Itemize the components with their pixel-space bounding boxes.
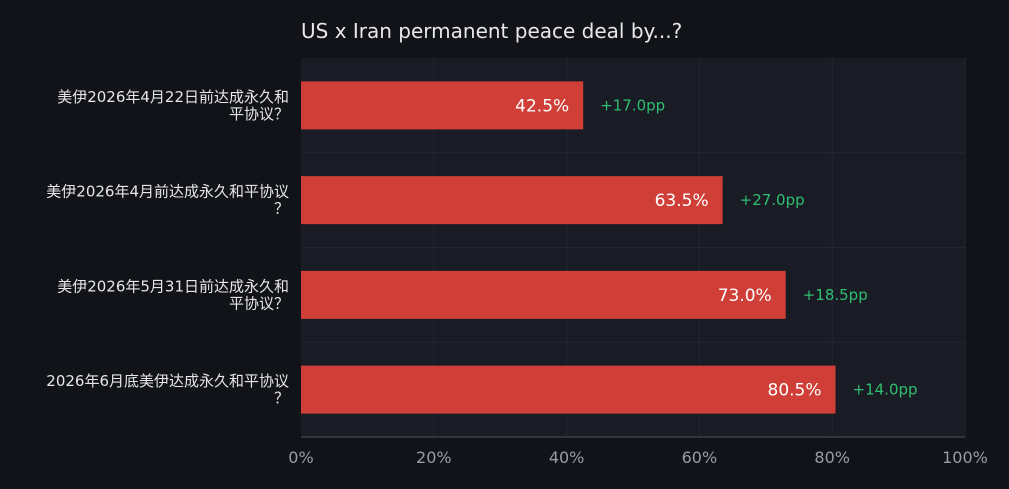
bar-delta-label: +27.0pp [740,191,805,209]
bar-delta-label: +17.0pp [600,96,665,114]
x-axis-ticks: 0% 20% 40% 60% 80% 100% [288,448,988,467]
category-label-line: 2026年6月底美伊达成永久和平协议 [46,372,289,390]
x-tick-label: 80% [814,448,850,467]
category-label-line: 平协议？ [229,294,289,312]
category-label-line: 美伊2026年5月31日前达成永久和 [57,277,289,295]
category-label: 美伊2026年4月22日前达成永久和平协议？ [57,88,289,123]
bar [301,270,786,319]
bar-value-label: 42.5% [515,96,569,116]
category-labels: 美伊2026年4月22日前达成永久和平协议？美伊2026年4月前达成永久和平协议… [46,88,289,407]
category-label-line: 美伊2026年4月22日前达成永久和 [57,88,289,106]
chart-title: US x Iran permanent peace deal by...? [301,19,682,43]
category-label-line: 平协议？ [229,105,289,123]
x-tick-label: 20% [416,448,452,467]
category-label-line: ？ [274,389,289,407]
bar-value-label: 80.5% [768,381,822,401]
category-label-line: 美伊2026年4月前达成永久和平协议 [46,183,289,201]
x-tick-label: 0% [288,448,313,467]
bar [301,81,584,130]
category-label: 2026年6月底美伊达成永久和平协议？ [46,372,289,407]
x-tick-label: 60% [682,448,718,467]
category-label-line: ？ [274,200,289,218]
x-tick-label: 40% [549,448,585,467]
category-label: 美伊2026年5月31日前达成永久和平协议？ [57,277,289,312]
bar-value-label: 63.5% [655,191,709,211]
bar [301,176,723,225]
x-tick-label: 100% [942,448,988,467]
bars: 42.5% +17.0pp 63.5% +27.0pp 73.0% +18.5pp 80.5… [301,81,918,414]
category-label: 美伊2026年4月前达成永久和平协议？ [46,183,289,218]
bar-value-label: 73.0% [718,286,772,306]
bar [301,365,836,414]
bar-delta-label: +18.5pp [803,286,868,304]
bar-delta-label: +14.0pp [853,381,918,399]
